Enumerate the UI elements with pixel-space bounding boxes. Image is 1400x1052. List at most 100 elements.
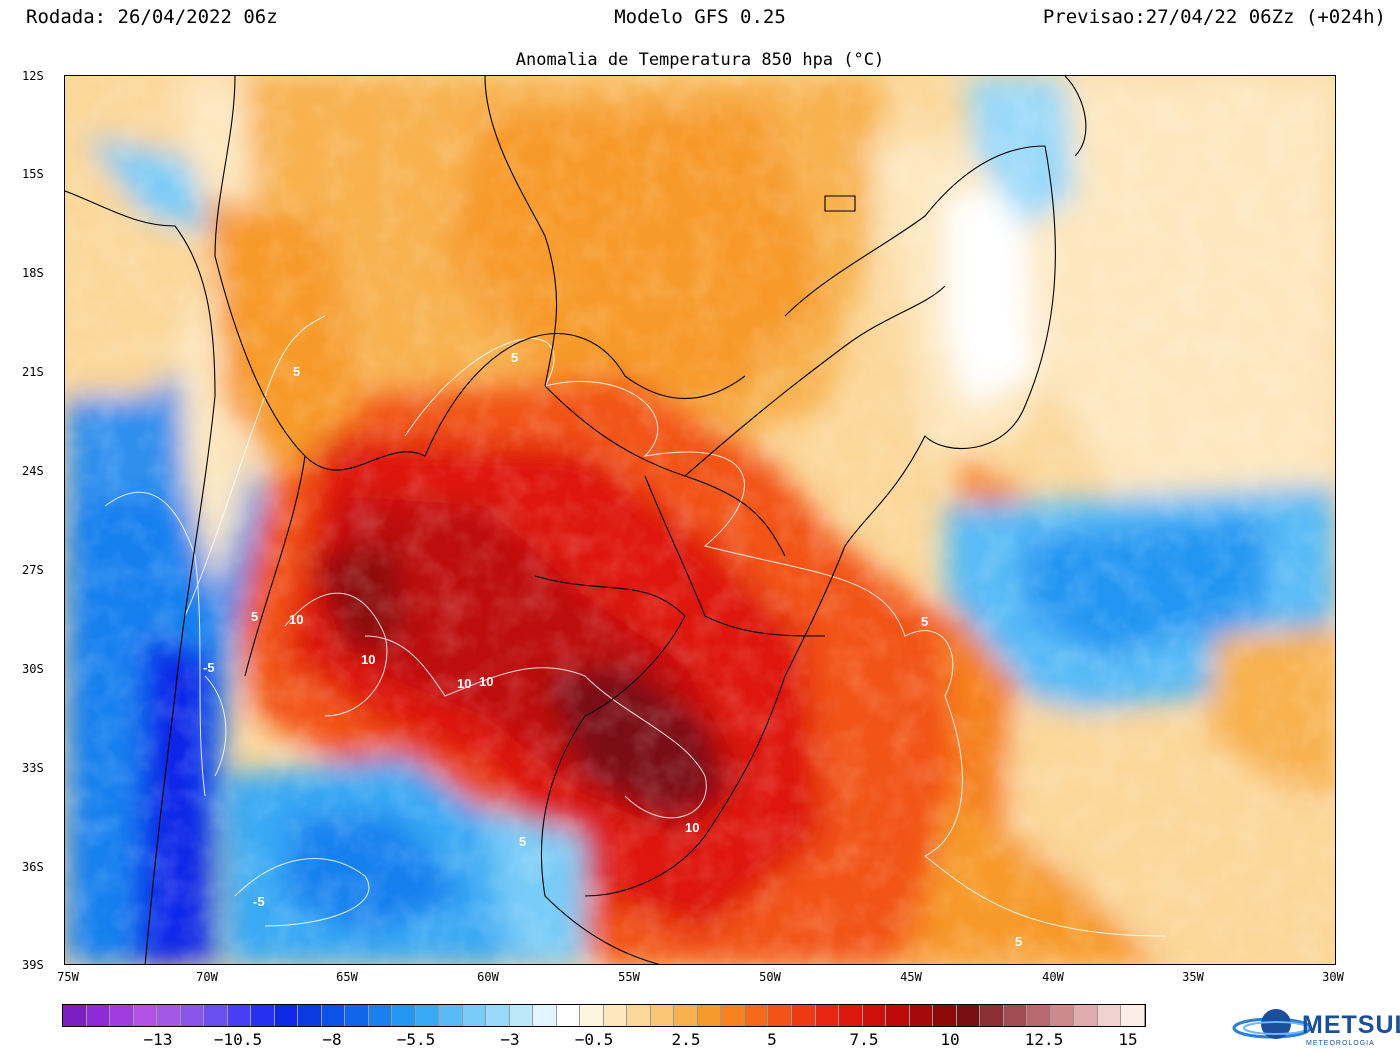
lon-label: 40W	[1042, 970, 1064, 984]
contour-label: 5	[251, 609, 258, 624]
scale-swatch	[839, 1005, 863, 1026]
scale-swatch	[603, 1005, 628, 1026]
scale-label: 12.5	[1024, 1030, 1064, 1049]
scale-swatch	[980, 1005, 1004, 1026]
map-title: Anomalia de Temperatura 850 hpa (°C)	[515, 50, 885, 70]
lat-label: 24S	[22, 464, 44, 478]
contour-label: 5	[1015, 934, 1022, 949]
scale-swatch	[392, 1005, 416, 1026]
contour-label: 10	[479, 674, 493, 689]
scale-swatch	[439, 1005, 463, 1026]
scale-swatch	[650, 1005, 675, 1026]
scale-swatch	[415, 1005, 440, 1026]
scale-swatch	[274, 1005, 299, 1026]
scale-swatch	[1027, 1005, 1051, 1026]
scale-swatch	[462, 1005, 487, 1026]
scale-swatch	[533, 1005, 557, 1026]
lon-label: 70W	[196, 970, 218, 984]
scale-label: 5	[767, 1030, 777, 1049]
contour-label: -5	[203, 660, 215, 675]
map-frame[interactable]: 5 5 5 5 5 5 10 10 10 10 10 -5 -5	[64, 75, 1336, 965]
scale-swatch	[1003, 1005, 1028, 1026]
scale-swatch	[697, 1005, 722, 1026]
scale-label: −3	[500, 1030, 520, 1049]
lon-label: 30W	[1322, 970, 1344, 984]
lon-label: 75W	[57, 970, 79, 984]
color-scale-bar	[62, 1004, 1146, 1027]
scale-swatch	[157, 1005, 181, 1026]
scale-swatch	[791, 1005, 816, 1026]
model-label: Modelo GFS 0.25	[614, 6, 786, 28]
scale-swatch	[63, 1005, 87, 1026]
lon-label: 50W	[759, 970, 781, 984]
scale-swatch	[368, 1005, 393, 1026]
contour-label: 10	[457, 676, 471, 691]
contour-label: 5	[293, 364, 300, 379]
scale-swatch	[133, 1005, 158, 1026]
scale-swatch	[86, 1005, 111, 1026]
logo-subtext: METEOROLOGIA	[1306, 1040, 1375, 1047]
scale-swatch	[1050, 1005, 1075, 1026]
scale-swatch	[744, 1005, 769, 1026]
lat-label: 21S	[22, 365, 44, 379]
scale-label: 10	[940, 1030, 960, 1049]
scale-label: 7.5	[849, 1030, 879, 1049]
scale-label: 15	[1118, 1030, 1138, 1049]
contour-label: -5	[253, 894, 265, 909]
contour-label: 10	[685, 820, 699, 835]
lon-label: 45W	[900, 970, 922, 984]
lat-label: 18S	[22, 266, 44, 280]
lat-label: 33S	[22, 761, 44, 775]
scale-label: −13	[143, 1030, 173, 1049]
logo-text: METSUL	[1302, 1011, 1400, 1039]
contour-label-group: 5 5 5 5 5 5 10 10 10 10 10 -5 -5	[203, 350, 1022, 949]
scale-swatch	[674, 1005, 698, 1026]
scale-label: −10.5	[213, 1030, 263, 1049]
scale-swatch	[768, 1005, 792, 1026]
scale-label: −5.5	[396, 1030, 436, 1049]
scale-swatch	[815, 1005, 840, 1026]
scale-label: −8	[322, 1030, 342, 1049]
lat-label: 39S	[22, 958, 44, 972]
scale-label: 2.5	[671, 1030, 701, 1049]
scale-swatch	[509, 1005, 534, 1026]
scale-swatch	[1097, 1005, 1122, 1026]
scale-swatch	[1121, 1005, 1145, 1026]
borders	[65, 76, 1087, 964]
scale-swatch	[933, 1005, 957, 1026]
lat-label: 12S	[22, 69, 44, 83]
lat-label: 15S	[22, 167, 44, 181]
scale-label: −0.5	[574, 1030, 614, 1049]
scale-swatch	[886, 1005, 910, 1026]
anomaly-map[interactable]: 5 5 5 5 5 5 10 10 10 10 10 -5 -5	[65, 76, 1336, 965]
forecast-time-label: Previsao:27/04/22 06Zz (+024h)	[1042, 6, 1386, 28]
scale-swatch	[321, 1005, 346, 1026]
metsul-logo-icon	[1232, 1009, 1312, 1039]
scale-swatch	[909, 1005, 934, 1026]
lon-label: 35W	[1182, 970, 1204, 984]
scale-swatch	[110, 1005, 134, 1026]
run-time-label: Rodada: 26/04/2022 06z	[26, 6, 278, 28]
contour-label: 5	[511, 350, 518, 365]
lon-label: 60W	[477, 970, 499, 984]
lat-label: 36S	[22, 860, 44, 874]
field-texture	[65, 76, 1335, 964]
lon-label: 55W	[618, 970, 640, 984]
scale-swatch	[721, 1005, 745, 1026]
scale-swatch	[1074, 1005, 1098, 1026]
lon-label: 65W	[336, 970, 358, 984]
scale-swatch	[251, 1005, 275, 1026]
scale-swatch	[580, 1005, 604, 1026]
scale-swatch	[298, 1005, 322, 1026]
scale-swatch	[345, 1005, 369, 1026]
contour-label: 5	[519, 834, 526, 849]
lat-label: 30S	[22, 662, 44, 676]
scale-swatch	[627, 1005, 651, 1026]
contour-label: 5	[921, 614, 928, 629]
scale-swatch	[862, 1005, 887, 1026]
contour-label: 10	[361, 652, 375, 667]
scale-swatch	[204, 1005, 228, 1026]
lat-label: 27S	[22, 563, 44, 577]
scale-swatch	[486, 1005, 510, 1026]
scale-swatch	[180, 1005, 205, 1026]
